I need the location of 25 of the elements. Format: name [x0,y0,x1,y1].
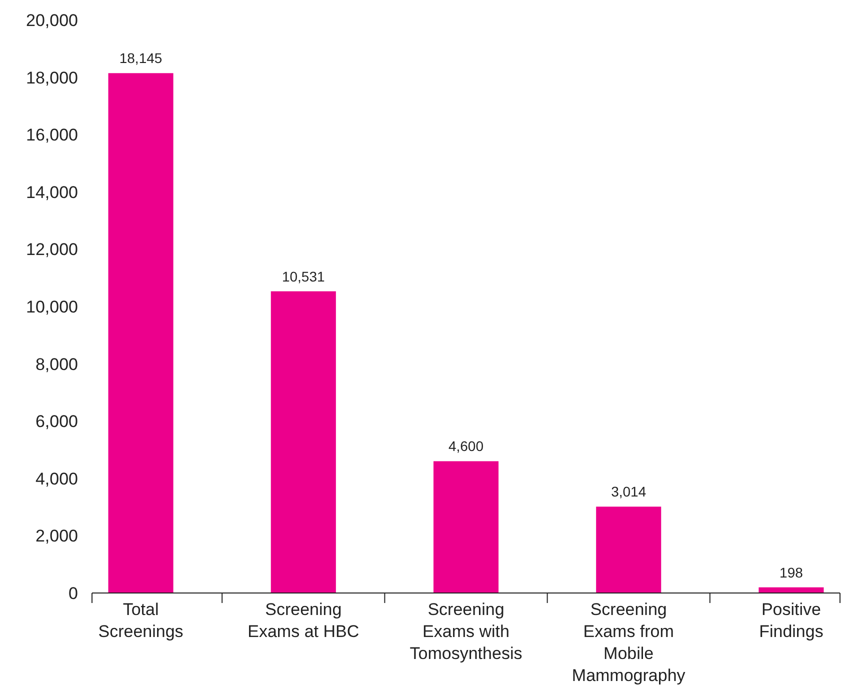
bar [596,506,662,593]
bar [270,291,336,593]
y-tick-label: 20,000 [26,10,78,30]
x-tick-label: Screening Exams at HBC [248,600,360,641]
x-tick-label: Screening Exams from Mobile Mammography [572,600,686,685]
data-label: 18,145 [119,50,162,66]
data-label: 198 [780,564,804,580]
y-tick-label: 0 [68,584,78,603]
y-tick-label: 6,000 [35,412,78,432]
data-label: 4,600 [448,438,484,454]
x-tick-label: Screening Exams with Tomosynthesis [410,600,522,663]
y-tick-label: 14,000 [26,182,78,202]
y-tick-label: 16,000 [26,126,78,145]
y-tick-label: 10,000 [26,297,78,316]
x-tick-label: Positive Findings [759,600,824,641]
y-tick-label: 18,000 [26,68,78,88]
bar [433,461,499,593]
data-label: 10,531 [282,268,326,284]
bar [108,73,174,593]
y-tick-label: 8,000 [35,354,78,374]
y-tick-label: 12,000 [26,240,78,260]
x-tick-label: Total Screenings [98,600,184,641]
y-tick-label: 2,000 [35,526,78,546]
y-tick-label: 4,000 [35,469,78,488]
data-label: 3,014 [611,484,646,500]
